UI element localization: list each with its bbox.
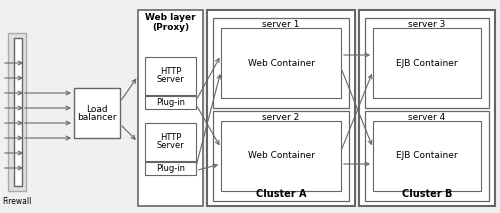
Bar <box>221 28 341 98</box>
Bar <box>14 38 22 186</box>
Text: server 2: server 2 <box>262 113 300 122</box>
Bar <box>365 111 489 201</box>
Bar <box>138 10 203 206</box>
Bar <box>365 18 489 108</box>
Text: Web Container: Web Container <box>248 59 314 68</box>
Text: server 1: server 1 <box>262 20 300 29</box>
Bar <box>213 111 349 201</box>
Text: Web Container: Web Container <box>248 151 314 161</box>
Bar <box>221 121 341 191</box>
Text: Server: Server <box>156 141 184 151</box>
Text: (Proxy): (Proxy) <box>152 23 189 32</box>
Text: Plug-in: Plug-in <box>156 98 185 107</box>
Text: Plug-in: Plug-in <box>156 164 185 173</box>
Text: HTTP: HTTP <box>160 134 181 142</box>
Text: balancer: balancer <box>77 114 117 122</box>
Bar <box>8 33 26 191</box>
Bar <box>207 10 355 206</box>
Text: EJB Container: EJB Container <box>396 151 458 161</box>
Bar <box>373 121 481 191</box>
Bar <box>74 88 120 138</box>
Text: server 4: server 4 <box>408 113 446 122</box>
Text: Cluster A: Cluster A <box>256 189 306 199</box>
Text: server 3: server 3 <box>408 20 446 29</box>
Bar <box>145 123 196 161</box>
Bar <box>145 162 196 175</box>
Text: Cluster B: Cluster B <box>402 189 452 199</box>
Text: Server: Server <box>156 75 184 85</box>
Bar <box>373 28 481 98</box>
Text: Firewall: Firewall <box>2 197 32 206</box>
Text: Load: Load <box>86 105 108 114</box>
Text: EJB Container: EJB Container <box>396 59 458 68</box>
Bar <box>145 57 196 95</box>
Bar <box>145 96 196 109</box>
Bar <box>213 18 349 108</box>
Text: Web layer: Web layer <box>145 13 196 22</box>
Text: HTTP: HTTP <box>160 68 181 76</box>
Bar <box>359 10 495 206</box>
